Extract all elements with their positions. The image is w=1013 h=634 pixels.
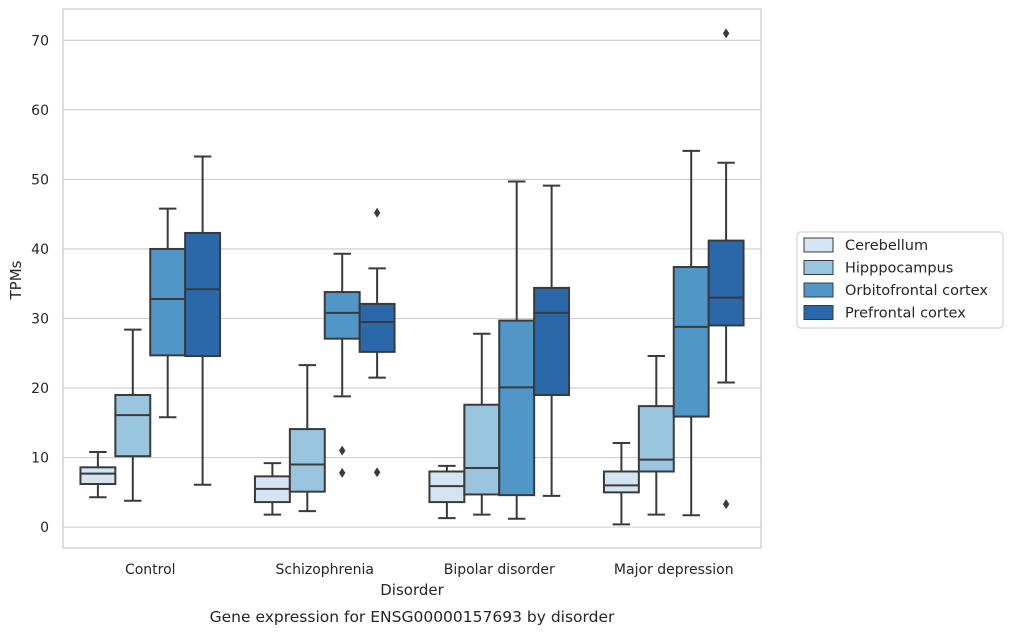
legend-swatch [803,260,834,275]
legend-frame [796,231,1004,329]
legend-swatch [803,237,834,253]
box-hipppocampus [288,364,326,513]
box-cerebellum [79,451,117,499]
outlier-point [722,28,730,39]
box-body [149,247,187,357]
outlier-point [373,467,381,478]
chart-caption: Gene expression for ENSG00000157693 by d… [210,608,615,626]
outlier-point [373,207,381,218]
box-body [672,266,710,418]
box-body [463,403,501,496]
box-body [184,231,222,358]
y-tick-labels: 0 10 20 30 40 50 60 70 [31,33,49,536]
box-prefrontal-cortex [358,207,396,478]
box-hipppocampus [114,328,152,502]
legend-label: Hipppocampus [845,261,953,277]
box-body [79,466,117,486]
y-tick-label: 20 [31,381,49,397]
legend: Cerebellum Hipppocampus Orbitofrontal cort… [796,231,1004,329]
y-tick-label: 60 [31,103,49,119]
outlier-point [339,467,346,478]
x-tick-label: Bipolar disorder [444,562,555,578]
x-tick-labels: Control Schizophrenia Bipolar disorder Majo… [125,562,734,578]
y-tick-label: 30 [31,311,49,327]
legend-label: Orbitofrontal cortex [845,283,988,299]
box-cerebellum [428,464,466,520]
y-tick-label: 70 [31,33,49,49]
x-axis-title: Disorder [380,581,444,599]
box-body [498,319,536,497]
box-prefrontal-cortex [707,28,745,510]
legend-swatch [803,282,834,298]
box-orbitofrontal-cortex [498,180,536,520]
box-body [323,291,361,340]
box-body [602,470,640,494]
box-body [114,393,152,458]
y-tick-label: 50 [31,172,49,188]
box-hipppocampus [637,355,675,516]
box-body [288,428,326,493]
box-orbitofrontal-cortex [672,149,710,517]
box-plot-area [79,28,745,526]
legend-label: Prefrontal cortex [845,306,966,322]
box-body [533,286,571,396]
x-tick-label: Control [125,562,176,578]
x-tick-label: Schizophrenia [276,562,374,578]
box-orbitofrontal-cortex [323,252,361,478]
box-prefrontal-cortex [533,184,571,497]
y-tick-label: 10 [31,451,49,467]
box-body [637,405,675,473]
outlier-point [339,445,346,456]
box-body [358,302,396,353]
box-cerebellum [253,462,291,516]
y-axis-title: TPMs [7,260,25,300]
y-tick-label: 0 [40,520,49,536]
legend-swatch [803,305,834,320]
outlier-point [722,499,730,510]
legend-label: Cerebellum [845,238,928,254]
x-tick-label: Major depression [614,562,734,578]
box-prefrontal-cortex [184,155,222,486]
plot-frame [62,8,762,549]
box-orbitofrontal-cortex [149,207,187,419]
box-body [707,239,745,327]
box-hipppocampus [463,332,501,516]
y-tick-label: 40 [31,242,49,258]
box-cerebellum [602,441,640,526]
